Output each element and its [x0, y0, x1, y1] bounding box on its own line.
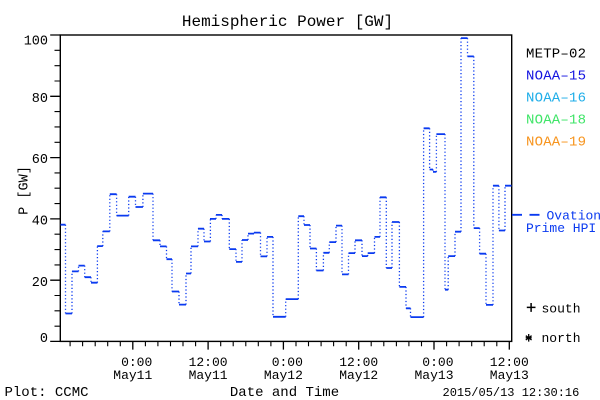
svg-text:20: 20 — [32, 276, 48, 291]
svg-text:south: south — [542, 302, 581, 317]
svg-text:0: 0 — [40, 332, 48, 347]
svg-text:100: 100 — [24, 35, 48, 50]
svg-text:2015/05/13 12:30:16: 2015/05/13 12:30:16 — [443, 386, 580, 400]
svg-text:0:00: 0:00 — [414, 355, 453, 370]
svg-text:north: north — [542, 331, 581, 346]
svg-text:Hemispheric Power [GW]: Hemispheric Power [GW] — [182, 13, 393, 31]
svg-text:Prime HPI: Prime HPI — [526, 221, 596, 236]
svg-text:NOAA–16: NOAA–16 — [526, 91, 586, 107]
svg-text:May13: May13 — [414, 368, 453, 383]
svg-text:Date and Time: Date and Time — [230, 385, 339, 400]
svg-text:May13: May13 — [490, 368, 529, 383]
svg-text:May11: May11 — [189, 368, 228, 383]
svg-text:Ovation: Ovation — [547, 209, 600, 224]
svg-text:METP–02: METP–02 — [526, 47, 586, 63]
svg-text:60: 60 — [32, 153, 48, 168]
svg-text:80: 80 — [32, 92, 48, 107]
svg-text:0:00: 0:00 — [113, 355, 152, 370]
svg-text:NOAA–15: NOAA–15 — [526, 69, 586, 85]
svg-text:40: 40 — [32, 215, 48, 230]
svg-text:May12: May12 — [339, 368, 378, 383]
svg-text:May11: May11 — [113, 368, 152, 383]
svg-text:P [GW]: P [GW] — [18, 166, 33, 215]
svg-text:NOAA–18: NOAA–18 — [526, 113, 586, 129]
svg-text:0:00: 0:00 — [264, 355, 303, 370]
svg-text:12:00: 12:00 — [339, 355, 378, 370]
svg-text:12:00: 12:00 — [490, 355, 529, 370]
svg-text:12:00: 12:00 — [189, 355, 228, 370]
svg-text:Plot: CCMC: Plot: CCMC — [5, 385, 89, 400]
svg-text:NOAA–19: NOAA–19 — [526, 135, 586, 151]
svg-text:May12: May12 — [264, 368, 303, 383]
